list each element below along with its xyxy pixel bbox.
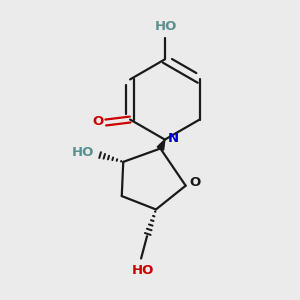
- Text: HO: HO: [155, 20, 178, 33]
- Text: HO: HO: [131, 265, 154, 278]
- Text: N: N: [168, 132, 179, 145]
- Text: O: O: [189, 176, 200, 189]
- Polygon shape: [157, 140, 165, 150]
- Text: O: O: [93, 115, 104, 128]
- Text: HO: HO: [72, 146, 94, 160]
